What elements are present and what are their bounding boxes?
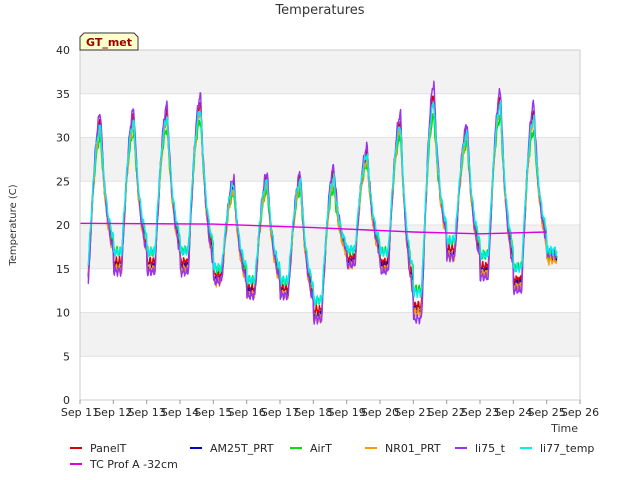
series-line [79, 222, 547, 235]
series-line [87, 100, 558, 306]
grid-bands [80, 49, 580, 401]
legend-label: PanelT [90, 442, 127, 455]
x-tick-label: Sep 14 [161, 406, 199, 419]
legend-label: AirT [310, 442, 332, 455]
y-axis-ticks: 0 5 10 15 20 25 30 35 40 [56, 44, 70, 407]
legend-label: TC Prof A -32cm [89, 458, 178, 471]
y-tick-label: 25 [56, 175, 70, 188]
chart-title: Temperatures [274, 3, 364, 18]
x-tick-label: Sep 25 [528, 406, 566, 419]
y-tick-label: 20 [56, 219, 70, 232]
legend: PanelT AM25T_PRT AirT NR01_PRT li75_t li77_te… [70, 442, 594, 471]
x-tick-label: Sep 24 [494, 406, 532, 419]
y-tick-label: 40 [56, 44, 70, 57]
x-tick-label: Sep 13 [128, 406, 166, 419]
legend-label: NR01_PRT [385, 442, 441, 455]
x-tick-label: Sep 16 [228, 406, 266, 419]
legend-label: li75_t [475, 442, 506, 455]
series-layer [79, 80, 558, 325]
y-tick-label: 35 [56, 88, 70, 101]
x-tick-label: Sep 15 [194, 406, 232, 419]
grid-band [80, 312, 580, 357]
y-axis-label: Temperature (C) [8, 184, 19, 266]
x-tick-label: Sep 20 [361, 406, 399, 419]
legend-label: li77_temp [540, 442, 594, 455]
x-tick-label: Sep 19 [328, 406, 366, 419]
site-badge-box [79, 32, 139, 51]
x-tick-label: Sep 11 [61, 406, 99, 419]
grid-band [80, 50, 580, 94]
y-tick-label: 30 [56, 132, 70, 145]
legend-label: AM25T_PRT [210, 442, 274, 455]
y-tick-label: 10 [56, 307, 70, 320]
site-badge-label: GT_met [86, 36, 132, 49]
y-tick-label: 5 [63, 350, 70, 363]
y-tick-label: 0 [63, 394, 70, 407]
grid-band [80, 225, 580, 269]
x-tick-label: Sep 22 [428, 406, 466, 419]
x-tick-label: Sep 18 [294, 406, 332, 419]
x-tick-label: Sep 12 [94, 406, 132, 419]
x-axis-label: Time [550, 422, 578, 435]
y-tick-label: 15 [56, 263, 70, 276]
site-badge: GT_met [79, 32, 139, 51]
x-tick-label: Sep 21 [394, 406, 432, 419]
x-tick-label: Sep 23 [461, 406, 499, 419]
x-tick-label: Sep 26 [561, 406, 599, 419]
plot-frame [79, 49, 581, 401]
grid-band [80, 137, 580, 182]
x-tick-label: Sep 17 [261, 406, 299, 419]
